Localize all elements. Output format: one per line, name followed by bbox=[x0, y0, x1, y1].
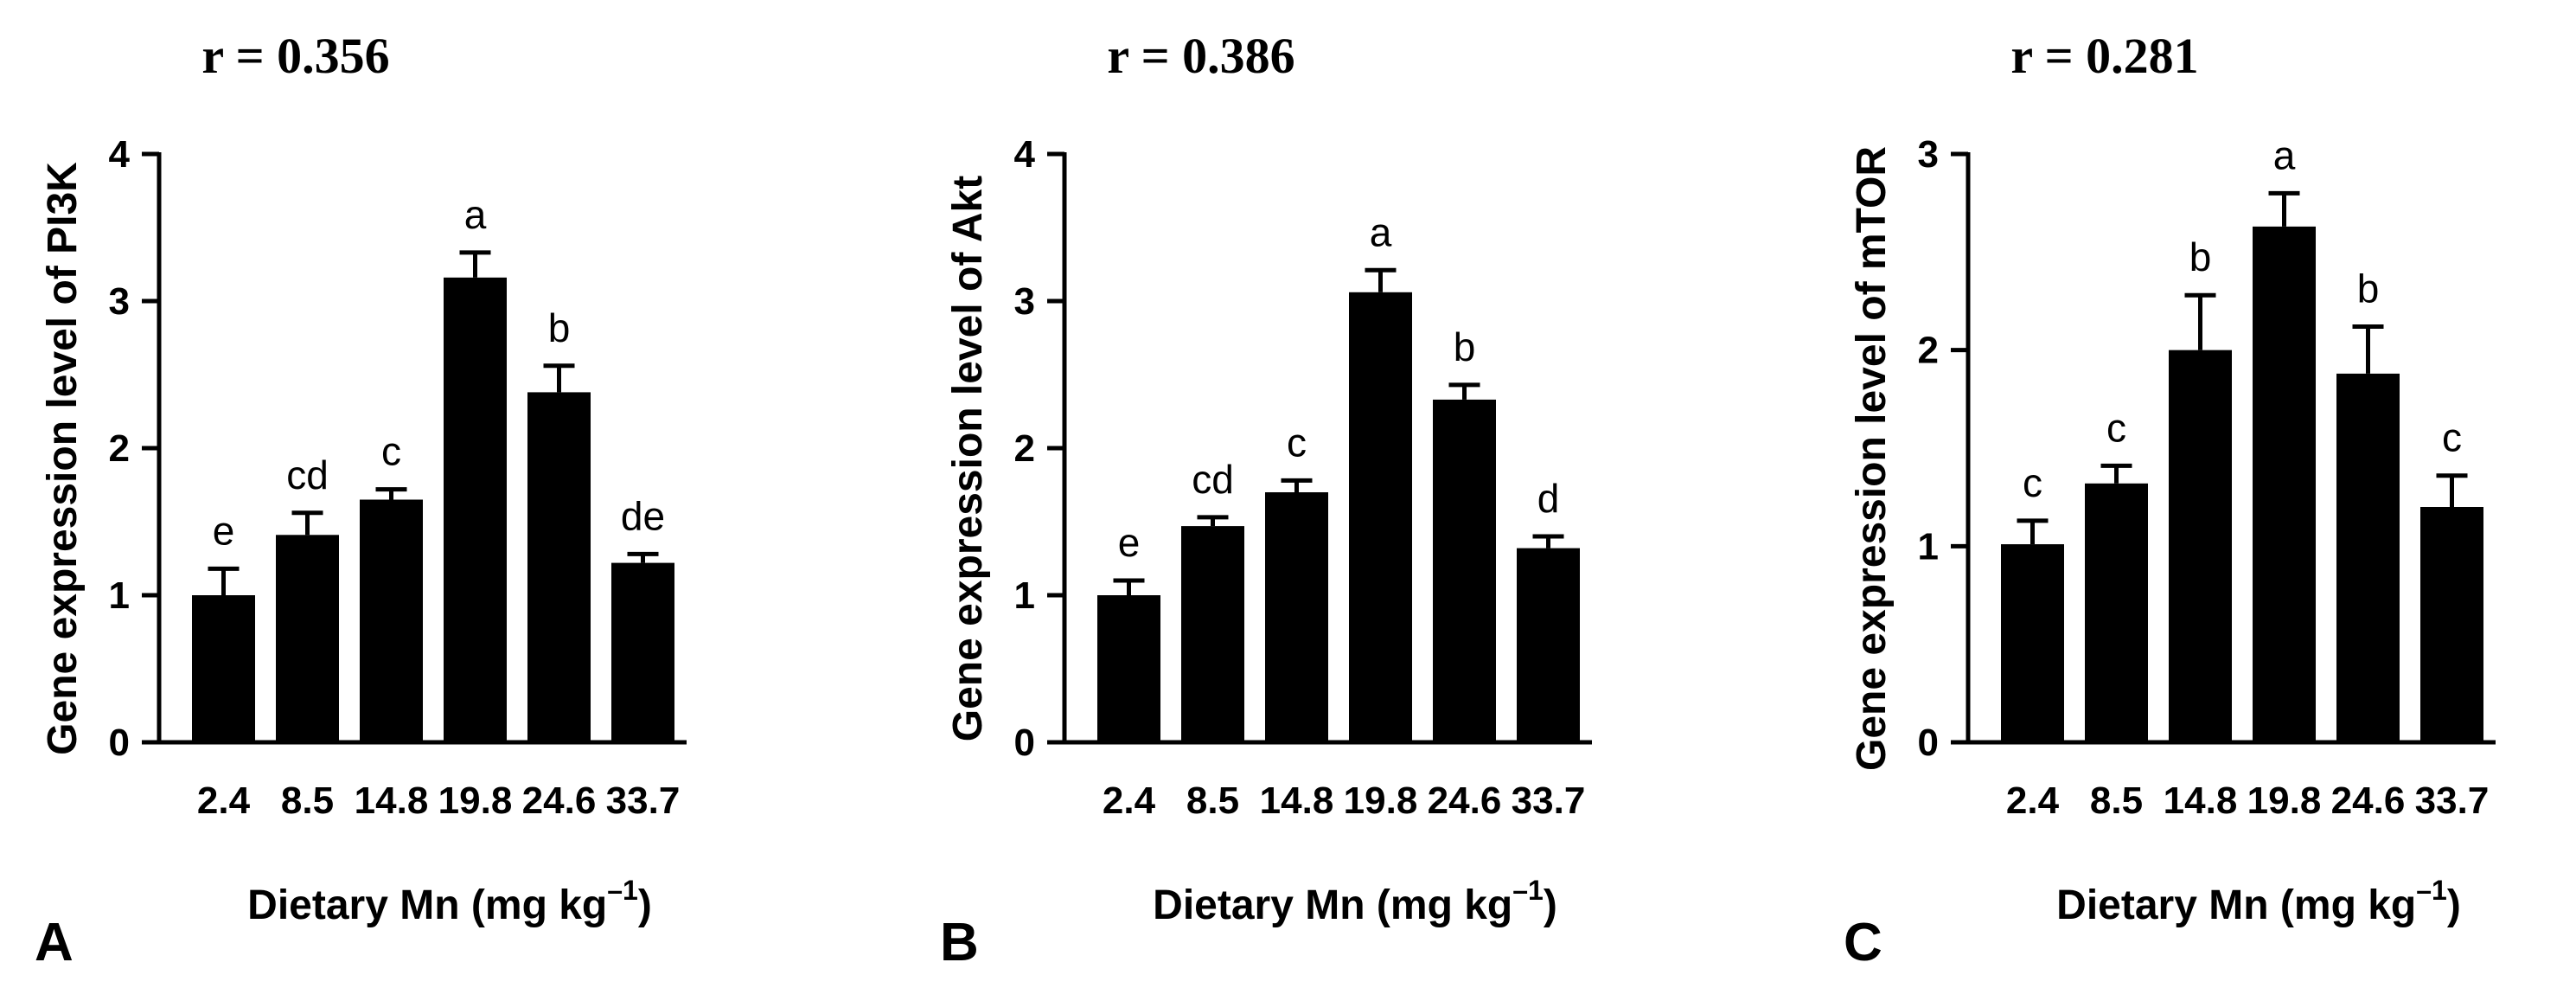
bar bbox=[1349, 292, 1412, 742]
x-tick-label: 14.8 bbox=[2164, 779, 2238, 822]
chart-title: r = 0.281 bbox=[2010, 28, 2198, 84]
x-tick-label: 19.8 bbox=[438, 779, 513, 822]
bar bbox=[2001, 544, 2064, 742]
y-tick-label: 2 bbox=[1918, 330, 1939, 372]
x-tick-label: 2.4 bbox=[197, 779, 251, 822]
y-tick-label: 1 bbox=[1014, 574, 1035, 617]
bar bbox=[2253, 226, 2316, 742]
y-tick-label: 4 bbox=[1014, 133, 1036, 176]
chart-title: r = 0.386 bbox=[1107, 28, 1294, 84]
bar bbox=[2169, 350, 2232, 742]
x-axis-title-superscript: –1 bbox=[1512, 875, 1544, 906]
significance-label: b bbox=[2357, 266, 2380, 311]
x-tick-label: 33.7 bbox=[606, 779, 681, 822]
bar bbox=[527, 392, 591, 742]
x-tick-label: 8.5 bbox=[281, 779, 334, 822]
bar bbox=[2336, 373, 2400, 742]
x-tick-label: 24.6 bbox=[2331, 779, 2406, 822]
significance-label: e bbox=[213, 508, 235, 553]
bar bbox=[1517, 548, 1580, 742]
y-tick-label: 2 bbox=[1014, 427, 1035, 470]
x-axis-title: Dietary Mn (mg kg–1) bbox=[247, 875, 652, 928]
bar bbox=[192, 595, 255, 742]
x-tick-label: 19.8 bbox=[1344, 779, 1418, 822]
y-axis-title: Gene expression level of mTOR bbox=[1849, 146, 1895, 771]
significance-label: a bbox=[2273, 132, 2296, 177]
bar bbox=[444, 277, 507, 742]
significance-label: d bbox=[1537, 476, 1560, 521]
significance-label: b bbox=[548, 305, 571, 350]
x-axis-title-end: ) bbox=[1544, 882, 1557, 928]
y-tick-label: 0 bbox=[109, 722, 130, 764]
panel-letter: A bbox=[35, 913, 74, 972]
x-tick-label: 8.5 bbox=[1186, 779, 1239, 822]
x-tick-label: 2.4 bbox=[1103, 779, 1156, 822]
bar bbox=[1433, 399, 1496, 742]
x-axis-title-end: ) bbox=[2447, 882, 2461, 928]
bar bbox=[1181, 526, 1244, 742]
y-tick-label: 1 bbox=[1918, 525, 1939, 568]
y-tick-label: 1 bbox=[109, 574, 130, 617]
y-tick-label: 3 bbox=[109, 280, 130, 323]
y-tick-label: 3 bbox=[1918, 133, 1939, 176]
x-tick-label: 14.8 bbox=[1260, 779, 1334, 822]
y-tick-label: 4 bbox=[109, 133, 131, 176]
bar bbox=[360, 499, 423, 742]
chart-panel-b: r = 0.386 0 1 2 3 4 e 2.4 cd 8.5 c 14.8 a 19.8 b 24.6 d 3… bbox=[940, 28, 1592, 972]
x-tick-label: 24.6 bbox=[1428, 779, 1502, 822]
significance-label: c bbox=[2442, 415, 2462, 460]
bar bbox=[276, 535, 339, 742]
significance-label: b bbox=[2189, 234, 2212, 279]
panel-letter: B bbox=[940, 913, 979, 972]
x-tick-label: 14.8 bbox=[355, 779, 429, 822]
x-tick-label: 19.8 bbox=[2247, 779, 2322, 822]
x-axis-title-end: ) bbox=[638, 882, 652, 928]
x-axis-title: Dietary Mn (mg kg–1) bbox=[2056, 875, 2461, 928]
bar bbox=[1097, 595, 1160, 742]
significance-label: a bbox=[1370, 209, 1392, 254]
x-tick-label: 24.6 bbox=[522, 779, 597, 822]
chart-panel-c: r = 0.281 0 1 2 3 c 2.4 c 8.5 b 14.8 a 19.8 b 24.6 c 33.… bbox=[1844, 28, 2496, 972]
bar bbox=[1265, 492, 1328, 742]
significance-label: cd bbox=[286, 452, 329, 497]
significance-label: e bbox=[1118, 520, 1141, 565]
panel-letter: C bbox=[1844, 913, 1882, 972]
y-tick-label: 3 bbox=[1014, 280, 1035, 323]
x-axis-title-main: Dietary Mn (mg kg bbox=[247, 882, 607, 928]
significance-label: de bbox=[621, 493, 665, 538]
significance-label: c bbox=[1287, 420, 1307, 465]
x-tick-label: 33.7 bbox=[1512, 779, 1586, 822]
chart-panel-a: r = 0.356 0 1 2 3 4 e 2.4 cd 8.5 c 14.8 a 19.8 b 24.6 de… bbox=[35, 28, 687, 972]
y-axis-title: Gene expression level of Akt bbox=[945, 176, 991, 741]
bar bbox=[2085, 483, 2148, 742]
x-axis-title-superscript: –1 bbox=[2416, 875, 2447, 906]
significance-label: c bbox=[2106, 405, 2126, 450]
y-axis-title: Gene expression level of PI3K bbox=[40, 162, 86, 755]
x-tick-label: 8.5 bbox=[2090, 779, 2143, 822]
significance-label: cd bbox=[1192, 457, 1234, 502]
x-axis-title-superscript: –1 bbox=[607, 875, 638, 906]
significance-label: b bbox=[1454, 324, 1476, 369]
chart-title: r = 0.356 bbox=[201, 28, 389, 84]
x-axis-title-main: Dietary Mn (mg kg bbox=[2056, 882, 2416, 928]
significance-label: a bbox=[464, 192, 487, 237]
y-tick-label: 0 bbox=[1918, 722, 1939, 764]
x-axis-title-main: Dietary Mn (mg kg bbox=[1153, 882, 1512, 928]
bar bbox=[611, 562, 674, 742]
bar bbox=[2420, 507, 2483, 742]
x-tick-label: 33.7 bbox=[2415, 779, 2490, 822]
y-tick-label: 0 bbox=[1014, 722, 1035, 764]
x-axis-title: Dietary Mn (mg kg–1) bbox=[1153, 875, 1557, 928]
y-tick-label: 2 bbox=[109, 427, 130, 470]
significance-label: c bbox=[2023, 460, 2042, 505]
x-tick-label: 2.4 bbox=[2006, 779, 2060, 822]
significance-label: c bbox=[381, 429, 401, 474]
